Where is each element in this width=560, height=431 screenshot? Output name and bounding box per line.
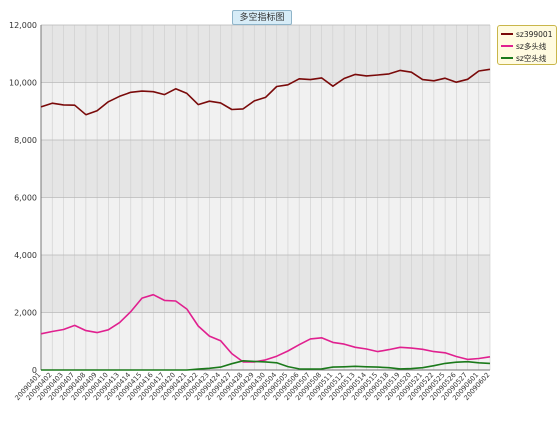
legend-label: sz399001 (516, 29, 553, 39)
legend-item: sz399001 (501, 28, 553, 40)
y-tick-label: 2,000 (14, 309, 37, 318)
chart-title: 多空指标图 (232, 10, 292, 25)
y-tick-label: 0 (32, 366, 37, 375)
series-line (41, 359, 491, 371)
legend-item: sz空头线 (501, 52, 553, 64)
y-tick-label: 12,000 (9, 21, 37, 30)
series-line (40, 68, 491, 116)
legend: sz399001 sz多头线 sz空头线 (497, 25, 557, 65)
y-tick-label: 10,000 (9, 79, 37, 88)
legend-label: sz多头线 (516, 41, 547, 51)
y-tick-label: 6,000 (14, 194, 37, 203)
legend-swatch (501, 33, 513, 35)
y-tick-label: 4,000 (14, 251, 37, 260)
legend-swatch (501, 57, 513, 59)
legend-label: sz空头线 (516, 53, 547, 63)
legend-item: sz多头线 (501, 40, 553, 52)
legend-swatch (501, 45, 513, 47)
y-tick-label: 8,000 (14, 136, 37, 145)
series-line (40, 293, 491, 363)
